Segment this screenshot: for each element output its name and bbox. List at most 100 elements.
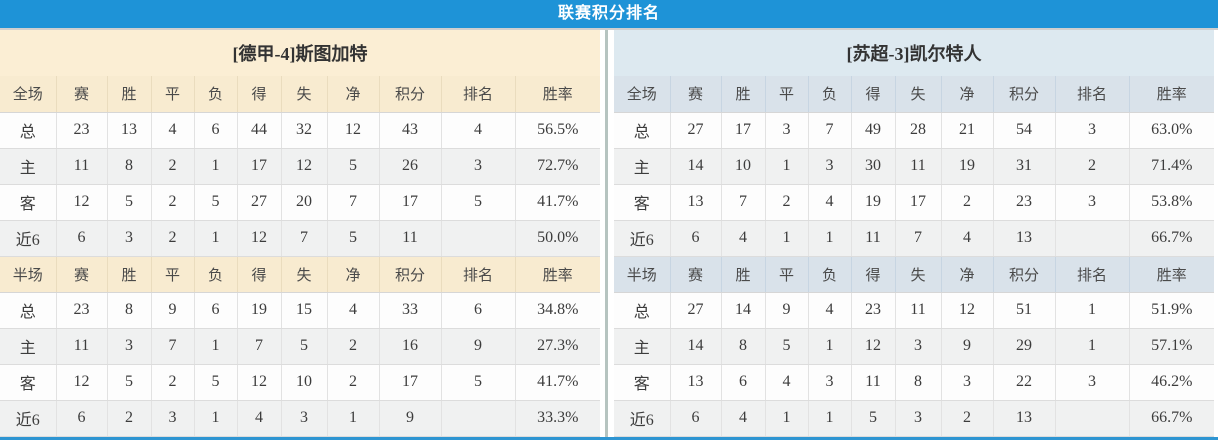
stat-cell: 9 — [941, 328, 994, 365]
stat-cell: 14 — [670, 148, 722, 185]
table-row: 总 27 14 9 4 23 11 12 51 1 51.9% — [614, 292, 1214, 329]
stat-cell: 10 — [721, 148, 766, 185]
stat-header-cell: 胜 — [721, 76, 766, 113]
stat-cell: 3 — [107, 220, 152, 257]
stat-cell: 11 — [56, 328, 108, 365]
table-row: 客 12 5 2 5 12 10 2 17 5 41.7% — [0, 364, 600, 401]
stat-cell: 6 — [194, 112, 238, 149]
page-title: 联赛积分排名 — [557, 5, 660, 22]
stat-header-cell: 得 — [851, 256, 896, 293]
stat-header-cell: 负 — [808, 256, 852, 293]
table-row: 主 14 8 5 1 12 3 9 29 1 57.1% — [614, 328, 1214, 365]
stat-cell: 21 — [941, 112, 994, 149]
stat-cell: 1 — [327, 400, 380, 437]
stat-cell: 5 — [327, 148, 380, 185]
table-row: 近6 6 4 1 1 11 7 4 13 66.7% — [614, 220, 1214, 257]
column-header-row: 全场赛胜平负得失净积分 排名 胜率 — [614, 76, 1214, 113]
stat-cell: 12 — [56, 184, 108, 221]
stat-cell: 3 — [895, 328, 942, 365]
rank-header-cell: 排名 — [1055, 76, 1130, 113]
stat-cell: 20 — [281, 184, 328, 221]
rank-cell: 3 — [441, 148, 516, 185]
stat-cell: 17 — [895, 184, 942, 221]
win-rate-cell: 63.0% — [1129, 112, 1214, 149]
rank-header-cell: 排名 — [441, 256, 516, 293]
stat-cell: 27 — [670, 292, 722, 329]
stat-cell: 7 — [327, 184, 380, 221]
rank-cell: 3 — [1055, 184, 1130, 221]
table-row: 主 11 3 7 1 7 5 2 16 9 27.3% — [0, 328, 600, 365]
win-rate-cell: 66.7% — [1129, 220, 1214, 257]
row-label: 近6 — [614, 220, 671, 257]
stat-cell: 4 — [237, 400, 282, 437]
stat-cell: 3 — [765, 112, 809, 149]
rank-cell: 6 — [441, 292, 516, 329]
row-label: 客 — [614, 184, 671, 221]
row-label: 主 — [614, 328, 671, 365]
stat-header-cell: 负 — [194, 256, 238, 293]
win-rate-cell: 56.5% — [515, 112, 600, 149]
stat-cell: 4 — [941, 220, 994, 257]
stat-cell: 10 — [281, 364, 328, 401]
stat-header-cell: 平 — [151, 76, 195, 113]
rank-cell: 3 — [1055, 112, 1130, 149]
stat-header-cell: 赛 — [670, 256, 722, 293]
points-cell: 31 — [993, 148, 1056, 185]
stat-cell: 1 — [765, 220, 809, 257]
title-bar: 联赛积分排名 — [0, 0, 1218, 30]
stat-cell: 4 — [808, 292, 852, 329]
stat-header-cell: 赛 — [670, 76, 722, 113]
stat-cell: 3 — [151, 400, 195, 437]
stat-cell: 6 — [56, 220, 108, 257]
win-rate-cell: 27.3% — [515, 328, 600, 365]
stat-cell: 6 — [670, 400, 722, 437]
stat-cell: 11 — [56, 148, 108, 185]
stat-header-cell: 失 — [895, 76, 942, 113]
stat-cell: 19 — [851, 184, 896, 221]
stat-cell: 23 — [851, 292, 896, 329]
team-panel-right: [苏超-3]凯尔特人 全场赛胜平负得失净积分 排名 胜率总 27 17 3 7 49 28 21 5… — [614, 30, 1214, 437]
stat-header-cell: 赛 — [56, 76, 108, 113]
table-row: 近6 6 4 1 1 5 3 2 13 66.7% — [614, 400, 1214, 437]
standings-board: [德甲-4]斯图加特 全场赛胜平负得失净积分 排名 胜率总 23 13 4 6 44 32 12 4… — [0, 30, 1218, 440]
stat-cell: 4 — [721, 220, 766, 257]
stat-cell: 7 — [721, 184, 766, 221]
win-rate-cell: 51.9% — [1129, 292, 1214, 329]
stat-cell: 1 — [194, 220, 238, 257]
stat-cell: 2 — [765, 184, 809, 221]
stat-cell: 23 — [56, 112, 108, 149]
row-label: 客 — [0, 184, 57, 221]
points-cell: 13 — [993, 220, 1056, 257]
stat-cell: 4 — [721, 400, 766, 437]
stat-header-cell: 胜 — [107, 256, 152, 293]
stat-header-cell: 得 — [851, 76, 896, 113]
stat-cell: 11 — [895, 148, 942, 185]
stat-cell: 32 — [281, 112, 328, 149]
stat-cell: 1 — [808, 220, 852, 257]
win-rate-cell: 33.3% — [515, 400, 600, 437]
row-label: 总 — [614, 112, 671, 149]
stat-cell: 3 — [941, 364, 994, 401]
stat-cell: 6 — [56, 400, 108, 437]
win-rate-cell: 41.7% — [515, 184, 600, 221]
stat-cell: 2 — [151, 148, 195, 185]
stat-cell: 19 — [237, 292, 282, 329]
win-rate-cell: 53.8% — [1129, 184, 1214, 221]
stat-header-cell: 平 — [151, 256, 195, 293]
stat-cell: 12 — [327, 112, 380, 149]
table-row: 近6 6 2 3 1 4 3 1 9 33.3% — [0, 400, 600, 437]
stat-cell: 5 — [107, 364, 152, 401]
stat-cell: 11 — [895, 292, 942, 329]
stat-cell: 12 — [851, 328, 896, 365]
stats-table: 全场赛胜平负得失净积分 排名 胜率总 23 13 4 6 44 32 12 43 4 56.5% 主 11 8… — [0, 76, 600, 437]
panel-divider — [600, 30, 614, 437]
stat-cell: 2 — [151, 364, 195, 401]
win-rate-cell: 57.1% — [1129, 328, 1214, 365]
win-rate-cell: 66.7% — [1129, 400, 1214, 437]
stat-cell: 14 — [670, 328, 722, 365]
points-cell: 29 — [993, 328, 1056, 365]
stat-header-cell: 赛 — [56, 256, 108, 293]
stat-cell: 19 — [941, 148, 994, 185]
points-cell: 51 — [993, 292, 1056, 329]
points-header-cell: 积分 — [379, 76, 442, 113]
